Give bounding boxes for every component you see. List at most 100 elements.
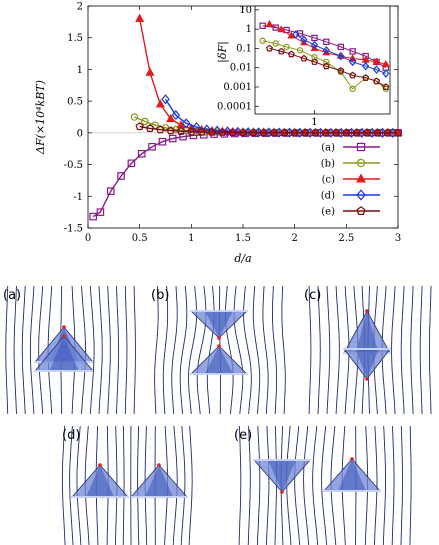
data-point bbox=[259, 128, 268, 137]
inset-data-point bbox=[382, 83, 390, 91]
inset-data-point bbox=[259, 37, 266, 44]
field-line bbox=[252, 285, 261, 415]
inset-data-point bbox=[283, 43, 290, 51]
data-point bbox=[145, 123, 155, 132]
y-tick-label: -1 bbox=[73, 192, 83, 203]
field-line bbox=[89, 285, 95, 415]
inset-data-point bbox=[362, 61, 370, 71]
y-tick-label: 0.5 bbox=[67, 97, 83, 108]
inset-data-point bbox=[265, 44, 274, 52]
field-line bbox=[281, 285, 286, 415]
data-point bbox=[161, 94, 170, 105]
field-line bbox=[326, 285, 331, 415]
data-point bbox=[331, 128, 341, 137]
field-line bbox=[21, 285, 26, 415]
data-point bbox=[89, 212, 97, 221]
inset-data-point bbox=[349, 57, 357, 67]
x-ticks: 0 0.5 1 1.5 2 2.5 3 bbox=[85, 6, 401, 244]
inset-data-point bbox=[265, 19, 274, 27]
x-tick-label: 3 bbox=[395, 233, 401, 244]
data-point bbox=[145, 67, 155, 76]
data-point bbox=[238, 128, 248, 137]
data-point bbox=[202, 124, 212, 135]
data-point bbox=[207, 127, 217, 136]
field-line bbox=[429, 285, 432, 415]
field-line bbox=[122, 425, 125, 545]
field-line bbox=[382, 425, 386, 545]
cone-apex bbox=[62, 325, 66, 329]
field-line bbox=[137, 426, 140, 545]
data-point bbox=[156, 125, 165, 134]
legend-label: (d) bbox=[321, 191, 335, 202]
field-line bbox=[262, 285, 269, 415]
panel-d-cone-1 bbox=[71, 463, 129, 498]
data-point bbox=[130, 113, 139, 121]
field-line bbox=[294, 425, 301, 545]
inset-data-point bbox=[381, 59, 390, 67]
series-square bbox=[89, 129, 402, 221]
panel-label-d: (d) bbox=[62, 428, 80, 443]
cone-apex bbox=[62, 334, 66, 338]
data-point bbox=[218, 127, 227, 136]
field-line bbox=[256, 425, 261, 545]
inset-y-tick-label: 10 bbox=[239, 5, 252, 16]
cone-apex bbox=[350, 457, 354, 461]
inset-data-point bbox=[349, 71, 357, 79]
cone-shade bbox=[268, 460, 296, 492]
inset-series-pentagon bbox=[265, 44, 390, 91]
inset-data-point bbox=[272, 24, 279, 31]
legend-label: (c) bbox=[322, 175, 336, 186]
cone-apex bbox=[280, 490, 284, 494]
inset-data-point bbox=[287, 50, 295, 58]
inset-y-tick-label: 0.1 bbox=[236, 43, 252, 54]
inset-y-axis-label: |δF| bbox=[216, 41, 230, 63]
inset-data-point bbox=[323, 58, 330, 66]
legend-marker bbox=[356, 189, 366, 201]
field-line bbox=[5, 285, 9, 415]
field-line bbox=[391, 425, 395, 545]
cone-apex bbox=[365, 309, 369, 313]
data-point bbox=[135, 122, 144, 131]
field-line bbox=[76, 425, 82, 545]
legend-label: (b) bbox=[321, 159, 335, 170]
inset-data-point bbox=[372, 65, 381, 74]
data-point bbox=[212, 125, 222, 136]
field-line bbox=[391, 285, 396, 415]
data-point bbox=[249, 128, 258, 137]
data-point bbox=[106, 187, 115, 196]
inset-data-point bbox=[362, 74, 370, 81]
inset-data-point bbox=[296, 47, 304, 54]
cone-shade bbox=[86, 465, 114, 497]
field-line bbox=[124, 285, 128, 415]
inset-series-line bbox=[295, 34, 386, 74]
field-line bbox=[265, 425, 270, 545]
inset-data-point bbox=[372, 57, 381, 65]
y-tick-label: -1.5 bbox=[64, 224, 83, 235]
y-tick-label: 1.5 bbox=[67, 33, 83, 44]
y-tick-label: 1 bbox=[77, 65, 83, 76]
data-point bbox=[352, 128, 361, 137]
data-point bbox=[228, 128, 237, 137]
inset-data-point bbox=[349, 85, 356, 93]
inset-data-point bbox=[311, 34, 318, 42]
inset-y-tick-label: 1 bbox=[246, 24, 252, 35]
data-point bbox=[148, 143, 156, 151]
inset-plot-frame bbox=[254, 5, 391, 115]
field-line bbox=[188, 285, 197, 415]
x-tick-label: 2 bbox=[291, 233, 297, 244]
cone-shade bbox=[205, 311, 233, 338]
inset-series-group bbox=[259, 19, 390, 93]
field-line bbox=[247, 425, 251, 545]
field-line bbox=[238, 425, 242, 545]
data-point bbox=[166, 113, 176, 123]
field-line bbox=[321, 425, 328, 545]
field-line bbox=[335, 285, 340, 415]
panel-label-c: (c) bbox=[304, 288, 321, 303]
panel-c-cone-bottom bbox=[343, 348, 391, 381]
cone-shade bbox=[338, 459, 366, 491]
x-tick-label: 1.5 bbox=[235, 233, 251, 244]
inset-data-point bbox=[382, 69, 390, 78]
legend-marker bbox=[356, 142, 366, 152]
field-line bbox=[38, 285, 44, 415]
inset-data-point bbox=[292, 30, 300, 39]
